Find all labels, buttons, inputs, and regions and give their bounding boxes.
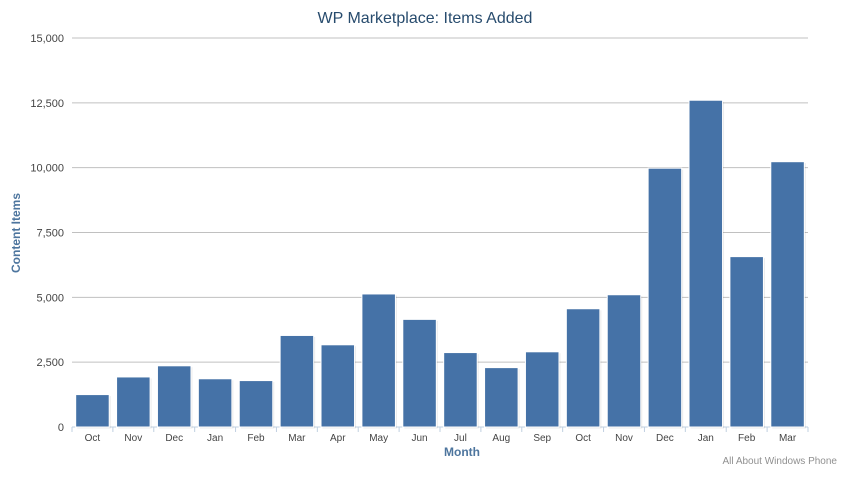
bar[interactable] [606, 294, 642, 428]
bar[interactable] [770, 161, 805, 428]
y-tick-label: 12,500 [30, 98, 64, 110]
y-tick-label: 15,000 [30, 33, 64, 45]
x-tick-label: Oct [85, 433, 101, 444]
x-tick-label: Dec [165, 433, 183, 444]
x-tick-label: Apr [330, 433, 346, 444]
x-tick-label: Sep [533, 433, 551, 444]
chart-credit: All About Windows Phone [722, 456, 837, 467]
y-tick-label: 10,000 [30, 163, 64, 175]
bars [75, 99, 806, 429]
chart-title: WP Marketplace: Items Added [318, 10, 533, 27]
y-tick-label: 2,500 [36, 357, 64, 369]
x-tick-label: Mar [288, 433, 306, 444]
bar[interactable] [238, 380, 274, 428]
x-tick-label: Jan [698, 433, 714, 444]
bar[interactable] [524, 351, 560, 428]
bar[interactable] [729, 256, 764, 428]
x-tick-label: Nov [124, 433, 142, 444]
y-tick-label: 5,000 [36, 292, 64, 304]
bar[interactable] [688, 99, 724, 428]
x-tick-label: Oct [575, 433, 591, 444]
x-tick-label: Jul [454, 433, 467, 444]
bar[interactable] [320, 344, 356, 428]
x-tick-label: May [369, 433, 388, 444]
bar[interactable] [443, 352, 478, 428]
x-tick-label: Dec [656, 433, 674, 444]
bar[interactable] [565, 308, 601, 428]
bar[interactable] [361, 293, 396, 428]
x-tick-label: Jun [411, 433, 427, 444]
x-axis-label: Month [444, 445, 480, 459]
y-tick-label: 7,500 [36, 228, 64, 240]
bar[interactable] [402, 318, 437, 428]
x-tick-label: Jan [207, 433, 223, 444]
bar[interactable] [116, 376, 151, 428]
bar[interactable] [156, 365, 192, 428]
x-axis-ticks: Oct Nov Dec Jan Feb Mar Apr May Jun Jul Aug Sep Oct N… [71, 427, 809, 444]
x-tick-label: Feb [738, 433, 756, 444]
gridlines [72, 37, 808, 428]
x-tick-label: Aug [492, 433, 510, 444]
x-tick-label: Mar [779, 433, 797, 444]
bar[interactable] [484, 367, 519, 428]
bar[interactable] [279, 334, 315, 428]
bar[interactable] [197, 378, 233, 428]
x-tick-label: Feb [247, 433, 265, 444]
x-tick-label: Nov [615, 433, 633, 444]
bar[interactable] [75, 394, 110, 428]
bar[interactable] [647, 167, 683, 428]
y-axis-label: Content Items [9, 193, 23, 273]
y-axis-ticks: 0 2,500 5,000 7,500 10,000 12,500 15,000 [30, 33, 64, 434]
y-tick-label: 0 [58, 422, 64, 434]
